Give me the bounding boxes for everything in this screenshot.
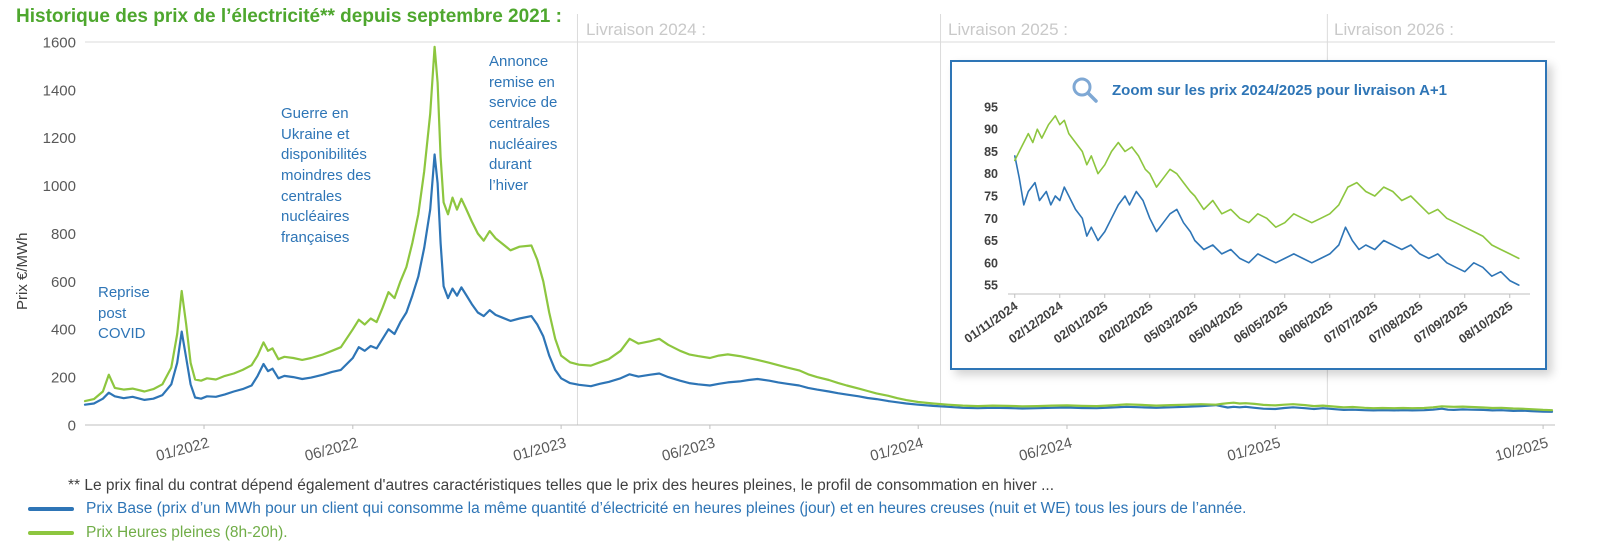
section-label-livraison-2025: Livraison 2025 : [948,20,1069,39]
svg-text:10/2025: 10/2025 [1493,434,1550,464]
legend-label-base: Prix Base (prix d’un MWh pour un client … [86,500,1247,517]
svg-text:0: 0 [68,417,76,434]
svg-text:55: 55 [984,279,998,293]
svg-text:70: 70 [984,212,998,226]
svg-text:01/2024: 01/2024 [868,434,925,464]
legend-label-peak: Prix Heures pleines (8h-20h). [86,524,288,541]
svg-text:80: 80 [984,167,998,181]
svg-text:06/2023: 06/2023 [660,434,717,464]
footnote: ** Le prix final du contrat dépend égale… [68,477,1055,494]
svg-text:01/2023: 01/2023 [511,434,568,464]
main-price-chart: 0 200 400 600 800 1000 1200 1400 1600 01/2022 06/2… [43,14,1555,465]
chart-title: Historique des prix de l’électricité** d… [16,6,562,27]
zoom-inset-panel: 55 60 65 70 75 80 85 90 95 01/11/2024 02/12/2024 02… [950,60,1547,370]
legend-row-peak: Prix Heures pleines (8h-20h). [28,524,288,542]
svg-text:400: 400 [51,322,76,339]
y-axis-title: Prix €/MWh [14,232,31,310]
svg-text:800: 800 [51,226,76,243]
svg-text:200: 200 [51,370,76,387]
svg-text:65: 65 [984,234,998,248]
annotation-guerre-ukraine: Guerre en Ukraine et disponibilités moin… [281,105,372,247]
svg-text:600: 600 [51,274,76,291]
svg-text:1600: 1600 [43,34,76,51]
svg-text:1400: 1400 [43,82,76,99]
svg-text:95: 95 [984,100,998,114]
svg-text:90: 90 [984,123,998,137]
section-label-livraison-2026: Livraison 2026 : [1334,20,1455,39]
svg-text:1200: 1200 [43,130,76,147]
svg-text:01/2025: 01/2025 [1226,434,1283,464]
inset-title: Zoom sur les prix 2024/2025 pour livrais… [1112,81,1448,99]
svg-text:01/2022: 01/2022 [154,434,211,464]
legend-row-base: Prix Base (prix d’un MWh pour un client … [28,500,1246,518]
svg-text:06/2022: 06/2022 [303,434,360,464]
annotation-reprise-post-covid: Reprise post COVID [98,284,150,343]
inset-header: Zoom sur les prix 2024/2025 pour livrais… [1070,75,1447,105]
svg-text:06/2024: 06/2024 [1017,434,1074,464]
svg-text:75: 75 [984,190,998,204]
section-label-livraison-2024: Livraison 2024 : [586,20,707,39]
svg-text:1000: 1000 [43,178,76,195]
inset-price-chart: 55606570758085909501/11/202402/12/202402… [962,100,1530,346]
legend-line-peak [28,531,74,535]
legend-line-base [28,507,74,511]
svg-text:60: 60 [984,256,998,270]
svg-text:85: 85 [984,145,998,159]
magnifier-icon [1072,77,1098,103]
annotation-annonce-nucleaire: Annonce remise en service de centrales n… [489,53,558,195]
